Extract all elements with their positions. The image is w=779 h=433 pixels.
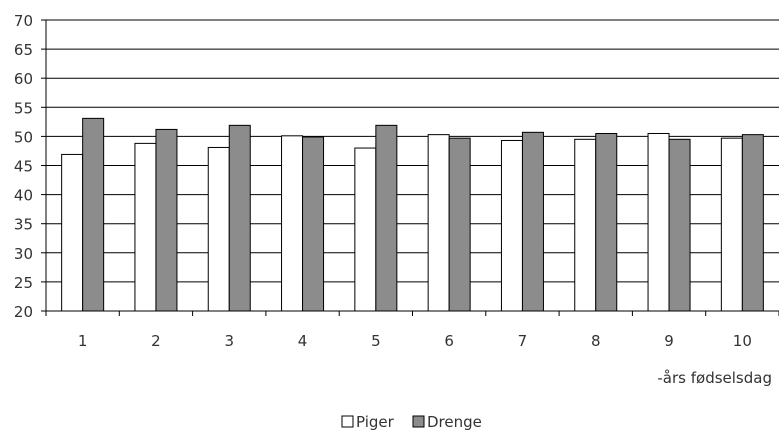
bar-piger-4: [281, 135, 304, 312]
bar-piger-7: [500, 139, 523, 312]
bar-drenge-3: [228, 124, 251, 312]
bar-piger-9: [647, 132, 670, 312]
y-tick-label: 60: [14, 70, 33, 88]
bar-piger-5: [354, 147, 377, 312]
y-tick-label: 65: [14, 41, 33, 59]
y-tick-label: 20: [14, 303, 33, 321]
y-tick-label: 70: [14, 12, 33, 30]
y-tick-label: 40: [14, 187, 33, 205]
x-tick-label: 9: [664, 332, 674, 350]
bar-piger-6: [427, 134, 450, 312]
bar-drenge-1: [82, 117, 105, 312]
x-axis-title: -års fødselsdag: [657, 369, 772, 387]
legend: Piger Drenge: [341, 413, 482, 431]
bar-piger-2: [134, 142, 157, 312]
bar-piger-3: [207, 146, 230, 312]
legend-swatch-piger: [341, 415, 354, 428]
x-tick-label: 1: [78, 332, 88, 350]
x-tick-label: 7: [518, 332, 528, 350]
y-tick-label: 45: [14, 158, 33, 176]
x-tick-label: 5: [371, 332, 381, 350]
bar-drenge-9: [668, 138, 691, 312]
bar-piger-10: [720, 137, 743, 312]
bars: [61, 117, 764, 312]
x-tick-label: 3: [224, 332, 234, 350]
legend-label-drenge: Drenge: [427, 413, 482, 431]
x-tick-label: 8: [591, 332, 601, 350]
x-tick-label: 4: [298, 332, 308, 350]
x-tick-label: 10: [733, 332, 752, 350]
legend-label-piger: Piger: [356, 413, 395, 431]
y-tick-label: 30: [14, 245, 33, 263]
y-tick-label: 50: [14, 128, 33, 146]
y-tick-label: 35: [14, 216, 33, 234]
bar-piger-8: [574, 138, 597, 312]
bar-drenge-2: [155, 128, 178, 312]
bar-drenge-8: [595, 132, 618, 312]
bar-drenge-6: [448, 137, 471, 312]
bar-drenge-10: [741, 134, 764, 312]
bar-drenge-4: [302, 136, 325, 312]
bar-drenge-7: [521, 131, 544, 312]
bar-drenge-5: [375, 124, 398, 312]
y-tick-label: 55: [14, 99, 33, 117]
x-tick-label: 2: [151, 332, 161, 350]
legend-swatch-drenge: [412, 415, 425, 428]
x-tick-label: 6: [444, 332, 454, 350]
bar-piger-1: [61, 153, 84, 312]
y-tick-label: 25: [14, 274, 33, 292]
axes: [41, 19, 779, 316]
